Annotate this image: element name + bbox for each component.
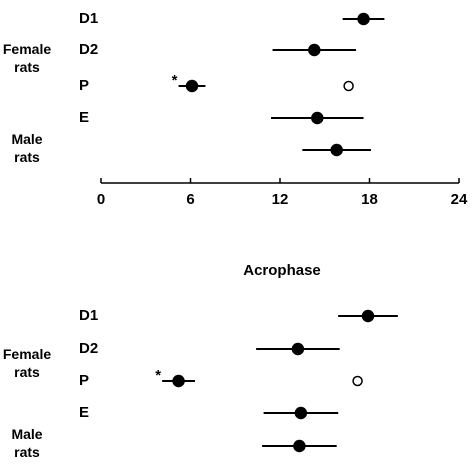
- x-tick-label: 6: [186, 191, 194, 208]
- dot: [330, 143, 343, 157]
- category-label: D1: [79, 10, 98, 27]
- dot: [311, 111, 324, 125]
- chart-title: Acrophase: [243, 262, 321, 279]
- x-tick-label: 18: [361, 191, 378, 208]
- category-label: P: [79, 372, 89, 389]
- category-label: E: [79, 404, 89, 421]
- group-label: Female rats: [2, 346, 52, 380]
- dot: [308, 43, 321, 57]
- group-label: Male rats: [11, 131, 43, 165]
- annotation: *: [172, 72, 178, 89]
- dot: [172, 374, 185, 388]
- dot: [291, 342, 305, 356]
- annotation: *: [155, 367, 161, 384]
- group-label: Male rats: [11, 426, 43, 460]
- dot: [343, 80, 354, 92]
- category-label: D2: [79, 340, 98, 357]
- category-label: E: [79, 109, 89, 126]
- dot: [293, 439, 306, 453]
- x-tick-label: 24: [451, 191, 468, 208]
- x-tick-label: 12: [272, 191, 289, 208]
- category-label: D2: [79, 41, 98, 58]
- x-tick-label: 0: [97, 191, 105, 208]
- group-label: Female rats: [2, 41, 52, 75]
- dot: [361, 309, 375, 323]
- category-label: D1: [79, 307, 98, 324]
- dot: [357, 12, 370, 26]
- dot: [352, 375, 363, 387]
- dot: [185, 79, 199, 93]
- category-label: P: [79, 77, 89, 94]
- dot: [294, 406, 308, 420]
